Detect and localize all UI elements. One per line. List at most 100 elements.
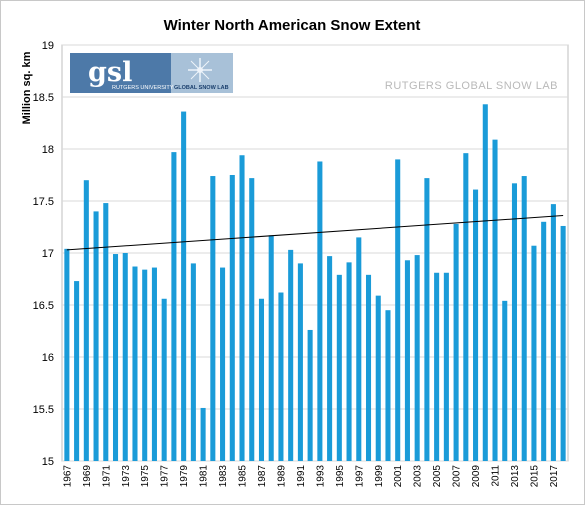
- bar-1975: [142, 269, 148, 461]
- y-tick-label: 15: [42, 456, 54, 468]
- bar-1978: [171, 152, 177, 461]
- bar-1988: [268, 235, 274, 461]
- bar-2000: [385, 310, 391, 461]
- x-tick-label: 2013: [510, 465, 521, 488]
- bar-2011: [492, 139, 498, 461]
- bar-2003: [414, 255, 420, 461]
- bar-1967: [64, 248, 70, 461]
- x-tick-label: 1981: [199, 465, 210, 488]
- chart-title: Winter North American Snow Extent: [164, 17, 421, 34]
- bar-1998: [365, 274, 372, 461]
- bar-1970: [93, 211, 99, 461]
- bar-1972: [112, 254, 119, 461]
- bar-1993: [317, 161, 323, 462]
- bar-2017: [550, 204, 556, 461]
- bar-1984: [229, 175, 235, 461]
- bar-1986: [249, 178, 255, 461]
- logo-text: gsl: [88, 57, 132, 88]
- x-tick-label: 2003: [413, 465, 424, 488]
- bar-2013: [511, 183, 518, 461]
- bar-1976: [151, 267, 157, 461]
- logo-line2: GLOBAL SNOW LAB: [174, 85, 229, 91]
- bars: [64, 104, 566, 462]
- bar-2009: [473, 189, 479, 461]
- bar-1973: [122, 253, 128, 461]
- bar-2008: [463, 153, 469, 461]
- y-tick-label: 19: [42, 40, 54, 52]
- bar-1985: [239, 155, 245, 462]
- x-tick-label: 2017: [549, 465, 560, 488]
- y-tick-label: 18.5: [33, 92, 54, 104]
- bar-1969: [83, 180, 89, 461]
- x-tick-labels: 1967 1969 1971 1973 1975 1977 1979 1981 1983 1985…: [62, 465, 560, 488]
- y-tick-label: 17: [42, 248, 54, 260]
- bar-1990: [288, 249, 294, 461]
- x-tick-label: 1995: [335, 465, 346, 488]
- gsl-logo: gsl RUTGERS UNIVERSITY GLOBAL SNOW LAB: [70, 53, 233, 93]
- bar-1968: [74, 281, 80, 461]
- y-axis-label: Million sq. km: [21, 51, 33, 124]
- y-tick-label: 16: [42, 352, 54, 364]
- bar-2004: [424, 178, 430, 461]
- bar-1971: [103, 203, 109, 461]
- y-tick-label: 18: [42, 144, 54, 156]
- bar-1974: [132, 266, 138, 461]
- bar-1995: [336, 274, 342, 461]
- x-tick-label: 1983: [218, 465, 229, 488]
- bar-2015: [531, 245, 537, 461]
- bar-2007: [453, 223, 459, 461]
- bar-2014: [521, 176, 527, 462]
- bar-1983: [220, 267, 226, 461]
- x-tick-label: 2009: [471, 465, 482, 488]
- bar-2001: [395, 159, 401, 461]
- bar-1996: [346, 262, 352, 461]
- bar-2010: [482, 104, 488, 461]
- bar-1977: [161, 298, 167, 461]
- bar-1992: [307, 329, 313, 461]
- bar-2018: [560, 225, 566, 461]
- bar-1979: [181, 111, 187, 461]
- x-tick-label: 2011: [491, 465, 502, 487]
- x-tick-label: 1977: [160, 465, 171, 488]
- bar-1994: [327, 256, 333, 461]
- bar-2016: [541, 221, 547, 461]
- y-tick-label: 15.5: [33, 404, 54, 416]
- bar-2002: [404, 260, 410, 461]
- bar-1987: [258, 298, 265, 461]
- x-tick-label: 1973: [121, 465, 132, 488]
- bar-1999: [375, 295, 381, 461]
- bar-1982: [210, 176, 216, 462]
- x-tick-label: 2001: [393, 465, 404, 488]
- x-tick-label: 1967: [62, 465, 73, 488]
- trendline-group: [66, 215, 564, 251]
- x-tick-label: 1987: [257, 465, 268, 488]
- bar-1991: [297, 263, 303, 461]
- x-tick-label: 1991: [296, 465, 307, 488]
- x-tick-label: 2005: [432, 465, 443, 488]
- logo-line1: RUTGERS UNIVERSITY: [112, 85, 174, 91]
- bar-2005: [434, 272, 440, 461]
- x-tick-label: 1993: [315, 465, 326, 488]
- bar-1997: [356, 237, 362, 461]
- x-tick-label: 1989: [276, 465, 287, 488]
- x-tick-label: 1969: [82, 465, 93, 488]
- x-tick-label: 1999: [374, 465, 385, 488]
- watermark-text: RUTGERS GLOBAL SNOW LAB: [385, 80, 558, 92]
- x-tick-label: 1997: [354, 465, 365, 488]
- bar-1989: [278, 292, 284, 461]
- bar-1980: [190, 263, 196, 461]
- x-tick-label: 1979: [179, 465, 190, 488]
- x-tick-label: 1985: [238, 465, 249, 488]
- trendline: [66, 215, 564, 251]
- bar-2006: [443, 272, 449, 461]
- x-tick-label: 2007: [452, 465, 463, 488]
- y-tick-labels: 15 15.5 16 16.5 17 17.5 18 18.5 19: [33, 40, 54, 468]
- bar-2012: [502, 300, 508, 461]
- y-tick-label: 17.5: [33, 196, 54, 208]
- y-tick-label: 16.5: [33, 300, 54, 312]
- bar-1981: [200, 407, 206, 461]
- snowflake-icon: [188, 58, 212, 82]
- x-tick-label: 2015: [529, 465, 540, 488]
- x-tick-label: 1975: [140, 465, 151, 488]
